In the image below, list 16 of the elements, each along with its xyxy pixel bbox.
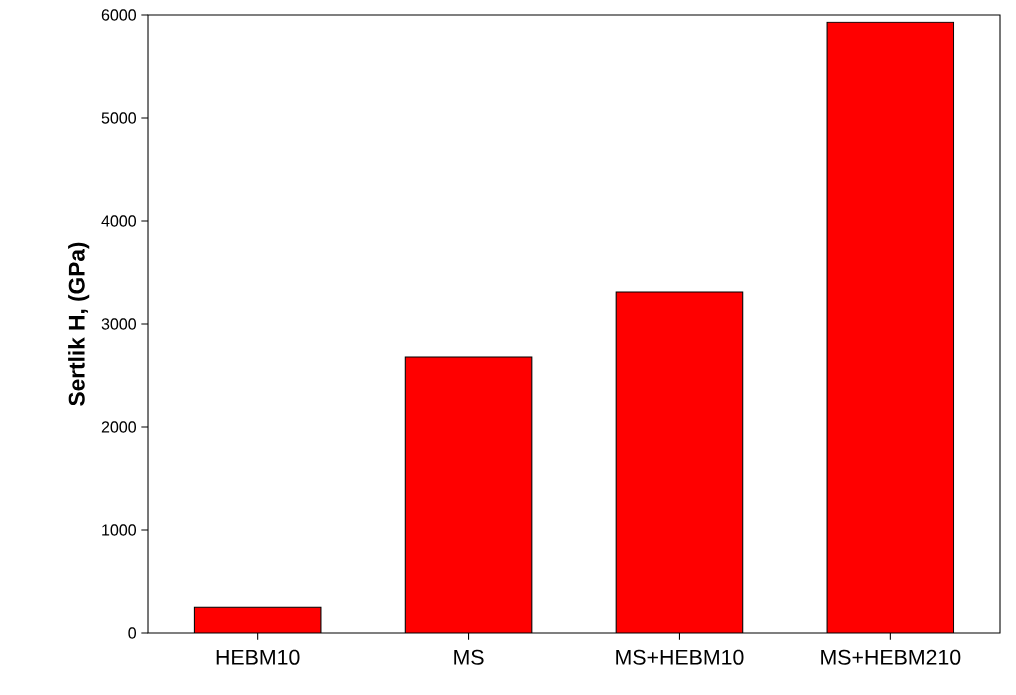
bar (615, 291, 744, 633)
bar (826, 21, 955, 633)
y-axis-title: Sertlik H, (GPa) (68, 242, 90, 406)
y-tick-label: 4000 (101, 215, 137, 227)
bar (193, 606, 322, 633)
x-tick-label: MS+HEBM210 (821, 649, 961, 665)
y-tick-label: 1000 (102, 524, 137, 536)
y-tick-label: 0 (128, 627, 137, 639)
x-tick-label: HEBM10 (216, 649, 300, 665)
y-tick-label: 2000 (101, 421, 137, 433)
bar (404, 356, 533, 633)
y-tick-label: 3000 (101, 318, 137, 330)
x-tick-label: MS+HEBM10 (616, 649, 744, 665)
y-tick-label: 6000 (101, 9, 137, 21)
y-tick-label: 5000 (101, 112, 137, 124)
x-tick-label: MS (454, 649, 484, 665)
